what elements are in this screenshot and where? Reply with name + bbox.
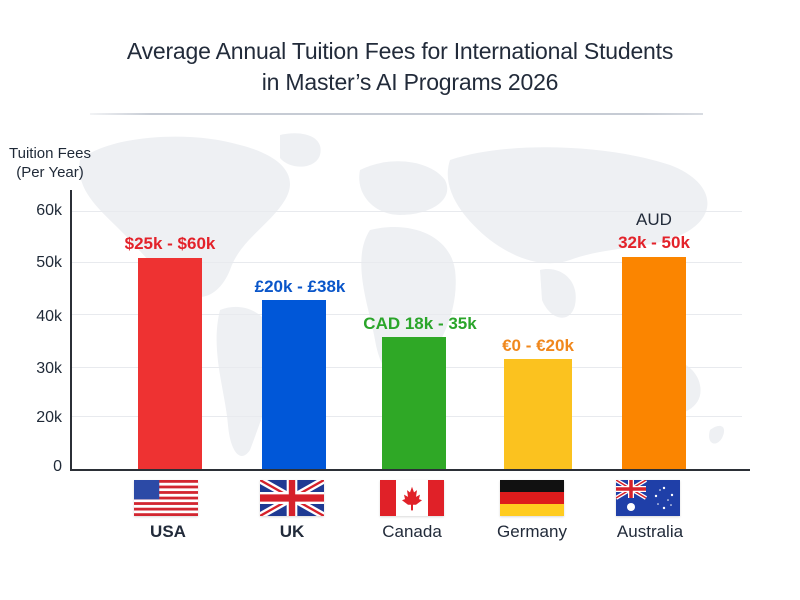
x-label-australia: Australia [616, 522, 684, 541]
y-axis-title-line1: Tuition Fees [9, 145, 91, 162]
x-label-usa: USA [150, 522, 186, 541]
bar-australia [622, 257, 686, 470]
y-tick-50k: 50k [36, 254, 62, 271]
bar-label-usa: $25k - $60k [124, 234, 216, 253]
gridline-50k [72, 262, 742, 263]
bar-uk [262, 300, 326, 470]
y-tick-30k: 30k [36, 360, 62, 377]
y-tick-20k: 20k [36, 409, 62, 426]
gridline-60k [72, 211, 742, 212]
y-axis-line [70, 190, 72, 471]
usa-flag-icon [134, 480, 198, 516]
chart-title: Average Annual Tuition Fees for Internat… [0, 36, 800, 98]
y-tick-60k: 60k [36, 202, 62, 219]
title-divider [90, 113, 703, 115]
x-label-canada: Canada [382, 522, 442, 541]
canada-flag-icon [380, 480, 444, 516]
y-axis-title: Tuition Fees (Per Year) [0, 144, 100, 182]
bar-label-germany: €0 - €20k [502, 336, 574, 355]
gridline-40k [72, 314, 742, 315]
y-tick-0: 0 [53, 458, 62, 475]
bar-label-uk: £20k - £38k [254, 277, 346, 296]
bar-germany [504, 359, 572, 470]
x-label-uk: UK [279, 522, 305, 541]
germany-flag-icon [500, 480, 564, 516]
y-axis-title-line2: (Per Year) [16, 164, 84, 181]
chart-title-line2: in Master’s AI Programs 2026 [261, 69, 559, 95]
australia-flag-icon [616, 480, 680, 516]
y-tick-40k: 40k [36, 308, 62, 325]
uk-flag-icon [260, 480, 324, 516]
bar-canada [382, 337, 446, 470]
bar-label-canada: CAD 18k - 35k [363, 314, 477, 333]
bar-currency-note-australia: AUD [636, 210, 672, 229]
x-axis-line [70, 469, 750, 471]
x-label-germany: Germany [497, 522, 567, 541]
bar-usa [138, 258, 202, 470]
chart-title-line1: Average Annual Tuition Fees for Internat… [126, 38, 674, 64]
bar-label-australia: 32k - 50k [618, 233, 690, 252]
